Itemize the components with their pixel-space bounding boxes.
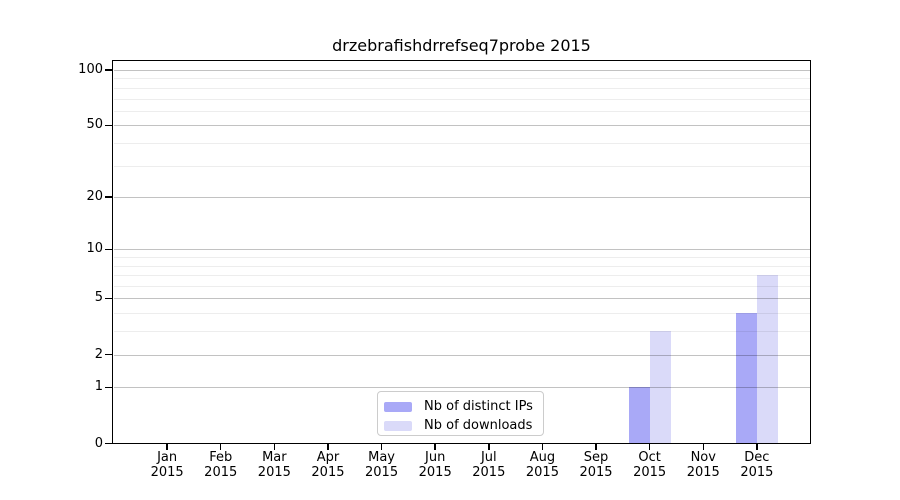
- x-tick-label: May 2015: [365, 449, 399, 481]
- x-tick-label: Jan 2015: [150, 449, 184, 481]
- gridline-minor: [113, 98, 811, 100]
- x-axis-tick: [702, 443, 705, 450]
- gridline-major: [113, 387, 811, 389]
- y-axis-tick: [105, 248, 112, 251]
- legend-swatch-distinct-ips: [384, 401, 412, 412]
- gridline-minor: [113, 313, 811, 315]
- x-tick-label: Feb 2015: [204, 449, 238, 481]
- x-axis-tick: [648, 443, 651, 450]
- gridline-major: [113, 298, 811, 300]
- grid-layer: [113, 62, 811, 444]
- x-axis-tick: [219, 443, 222, 450]
- x-tick-label: Jul 2015: [472, 449, 506, 481]
- legend-label-distinct-ips: Nb of distinct IPs: [424, 399, 533, 414]
- x-axis-tick: [595, 443, 597, 450]
- gridline-major: [113, 197, 811, 199]
- bar: [756, 275, 778, 444]
- y-axis-tick: [105, 196, 112, 198]
- legend-item-downloads: Nb of downloads: [384, 416, 543, 435]
- x-tick-label: Jun 2015: [418, 449, 452, 481]
- x-axis-tick: [488, 443, 490, 450]
- y-tick-label: 1: [94, 379, 103, 395]
- gridline-minor: [113, 165, 811, 167]
- gridline-minor: [113, 110, 811, 112]
- legend-swatch-downloads: [384, 420, 412, 431]
- y-axis-tick: [105, 69, 112, 71]
- gridline-minor: [113, 275, 811, 277]
- y-axis-tick: [105, 124, 112, 127]
- bars-layer: [114, 62, 811, 444]
- x-tick-label: Aug 2015: [525, 449, 559, 481]
- y-tick-label: 10: [86, 241, 103, 257]
- gridline-major: [113, 354, 811, 356]
- y-axis-tick: [105, 386, 112, 389]
- x-axis-tick: [166, 443, 168, 450]
- x-axis-tick: [756, 443, 758, 450]
- x-tick-label: Mar 2015: [257, 449, 291, 481]
- x-axis-tick: [327, 443, 329, 450]
- y-tick-label: 50: [86, 117, 103, 133]
- bar: [649, 331, 671, 444]
- y-tick-label: 0: [94, 435, 103, 451]
- gridline-minor: [113, 87, 811, 89]
- y-axis-tick: [105, 353, 112, 356]
- x-tick-label: Nov 2015: [686, 449, 720, 481]
- y-tick-label: 2: [94, 346, 103, 362]
- y-axis-tick: [105, 442, 112, 445]
- gridline-minor: [113, 286, 811, 288]
- x-axis-tick: [434, 443, 436, 450]
- y-tick-label: 20: [86, 189, 103, 205]
- x-tick-label: Dec 2015: [740, 449, 774, 481]
- gridline-minor: [113, 142, 811, 144]
- legend-item-distinct-ips: Nb of distinct IPs: [384, 397, 543, 416]
- y-axis-tick: [105, 297, 112, 300]
- gridline-minor: [113, 257, 811, 259]
- legend-label-downloads: Nb of downloads: [424, 418, 533, 433]
- gridline-minor: [113, 265, 811, 267]
- gridline-minor: [113, 331, 811, 333]
- bar: [735, 313, 757, 444]
- gridline-major: [113, 70, 811, 71]
- gridline-major: [113, 125, 811, 127]
- x-tick-label: Sep 2015: [579, 449, 613, 481]
- y-tick-label: 5: [94, 290, 103, 306]
- bar: [628, 387, 650, 444]
- x-axis-tick: [380, 443, 383, 450]
- gridline-major: [113, 249, 811, 251]
- x-tick-label: Apr 2015: [311, 449, 345, 481]
- x-axis-tick: [273, 443, 276, 450]
- chart-title: drzebrafishdrrefseq7probe 2015: [332, 36, 591, 55]
- x-tick-label: Oct 2015: [633, 449, 667, 481]
- gridline-minor: [113, 78, 811, 80]
- x-axis-tick: [541, 443, 544, 450]
- legend: Nb of distinct IPs Nb of downloads: [377, 391, 544, 436]
- plot-area: [112, 60, 811, 444]
- y-tick-label: 100: [78, 62, 103, 77]
